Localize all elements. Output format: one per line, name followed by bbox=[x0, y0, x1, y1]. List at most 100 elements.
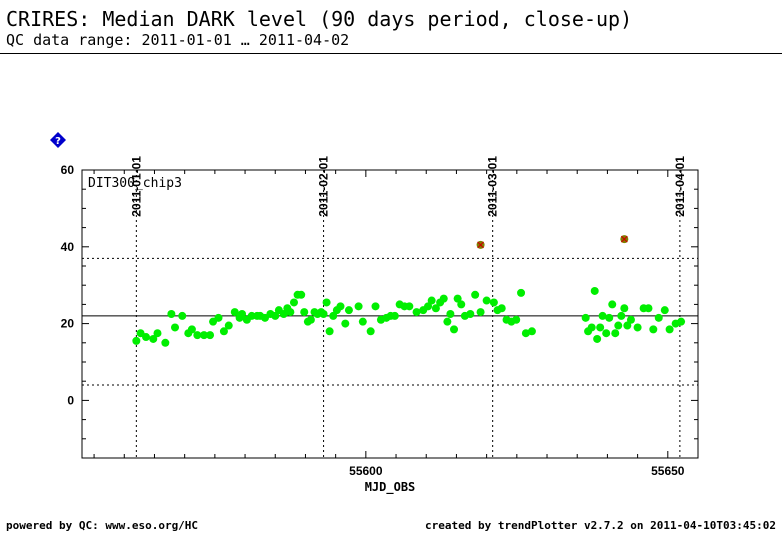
date-marker-label: 2011-04-01 bbox=[673, 156, 687, 217]
data-point bbox=[482, 296, 491, 305]
data-point bbox=[611, 329, 620, 338]
data-point bbox=[153, 329, 162, 338]
chart-title: CRIRES: Median DARK level (90 days perio… bbox=[6, 7, 633, 31]
y-tick-label: 60 bbox=[61, 163, 75, 177]
data-point bbox=[199, 331, 208, 340]
data-point bbox=[608, 300, 617, 309]
data-point bbox=[193, 331, 202, 340]
date-marker-label: 2011-03-01 bbox=[486, 156, 500, 217]
data-point bbox=[171, 323, 180, 332]
data-point bbox=[336, 302, 345, 311]
data-point bbox=[178, 311, 187, 320]
data-point bbox=[665, 325, 674, 334]
x-axis-label: MJD_OBS bbox=[365, 480, 416, 495]
data-point bbox=[450, 325, 459, 334]
data-point bbox=[427, 296, 436, 305]
data-point bbox=[358, 317, 367, 326]
data-point bbox=[405, 302, 414, 311]
footer-powered-by: powered by QC: www.eso.org/HC bbox=[6, 519, 199, 532]
data-point bbox=[590, 286, 599, 295]
data-point bbox=[489, 298, 498, 307]
chart-subtitle: QC data range: 2011-01-01 … 2011-04-02 bbox=[6, 31, 350, 49]
data-point bbox=[424, 302, 433, 311]
data-point bbox=[626, 315, 635, 324]
data-point bbox=[677, 317, 686, 326]
data-point bbox=[289, 298, 298, 307]
data-point bbox=[598, 311, 607, 320]
y-tick-label: 0 bbox=[67, 393, 74, 407]
data-point bbox=[161, 338, 170, 347]
data-point bbox=[344, 306, 353, 315]
data-point bbox=[142, 333, 151, 342]
data-point bbox=[521, 329, 530, 338]
data-point bbox=[517, 288, 526, 297]
data-point bbox=[593, 334, 602, 343]
data-point bbox=[654, 313, 663, 322]
data-point bbox=[300, 308, 309, 317]
data-point bbox=[633, 323, 642, 332]
data-point bbox=[617, 311, 626, 320]
footer-created-by: created by trendPlotter v2.7.2 on 2011-0… bbox=[425, 519, 776, 532]
data-point bbox=[512, 315, 521, 324]
data-point bbox=[457, 300, 466, 309]
data-point bbox=[497, 304, 506, 313]
data-point bbox=[605, 313, 614, 322]
panel-label: DIT300_chip3 bbox=[88, 176, 182, 191]
data-point bbox=[476, 308, 485, 317]
outlier-mark bbox=[620, 235, 628, 243]
data-point bbox=[623, 321, 632, 330]
data-point bbox=[527, 327, 536, 336]
y-tick-label: 40 bbox=[61, 240, 75, 254]
data-point bbox=[322, 298, 331, 307]
data-point bbox=[325, 327, 334, 336]
data-point bbox=[453, 294, 462, 303]
data-point bbox=[187, 325, 196, 334]
x-tick-label: 55600 bbox=[349, 464, 383, 478]
data-point bbox=[390, 311, 399, 320]
plot-frame bbox=[81, 169, 699, 459]
data-point bbox=[446, 310, 455, 318]
data-point bbox=[167, 310, 176, 318]
data-point bbox=[219, 327, 228, 336]
data-point bbox=[581, 313, 590, 322]
data-point bbox=[466, 310, 475, 318]
svg-text:?: ? bbox=[55, 136, 61, 147]
x-tick-label: 55650 bbox=[651, 464, 685, 478]
data-point bbox=[306, 315, 315, 324]
data-point bbox=[587, 323, 596, 332]
data-point bbox=[602, 329, 611, 338]
data-point bbox=[620, 304, 629, 313]
data-point bbox=[644, 304, 653, 313]
header-divider bbox=[0, 53, 782, 54]
data-point bbox=[297, 290, 306, 299]
data-point bbox=[354, 302, 363, 311]
data-point bbox=[366, 327, 375, 336]
data-point bbox=[224, 321, 233, 330]
data-point bbox=[614, 321, 623, 330]
data-point bbox=[329, 311, 338, 320]
data-point bbox=[443, 317, 452, 326]
date-marker-label: 2011-01-01 bbox=[129, 156, 143, 217]
data-point bbox=[412, 308, 421, 317]
data-point bbox=[471, 290, 480, 299]
data-point bbox=[279, 310, 288, 318]
data-point bbox=[286, 308, 295, 317]
data-point bbox=[238, 310, 247, 318]
data-point bbox=[319, 310, 328, 318]
data-point bbox=[341, 319, 350, 328]
data-point bbox=[431, 304, 440, 313]
data-point bbox=[649, 325, 658, 334]
date-marker-label: 2011-02-01 bbox=[317, 156, 331, 217]
help-diamond-icon[interactable]: ? bbox=[50, 132, 66, 148]
data-point bbox=[149, 334, 158, 343]
data-point bbox=[132, 336, 141, 345]
data-point bbox=[271, 311, 280, 320]
data-point bbox=[660, 306, 669, 315]
y-tick-label: 20 bbox=[61, 317, 75, 331]
data-point bbox=[214, 313, 223, 322]
data-point bbox=[206, 331, 215, 340]
data-point bbox=[371, 302, 380, 311]
outlier-mark bbox=[477, 241, 485, 249]
data-point bbox=[230, 308, 239, 317]
